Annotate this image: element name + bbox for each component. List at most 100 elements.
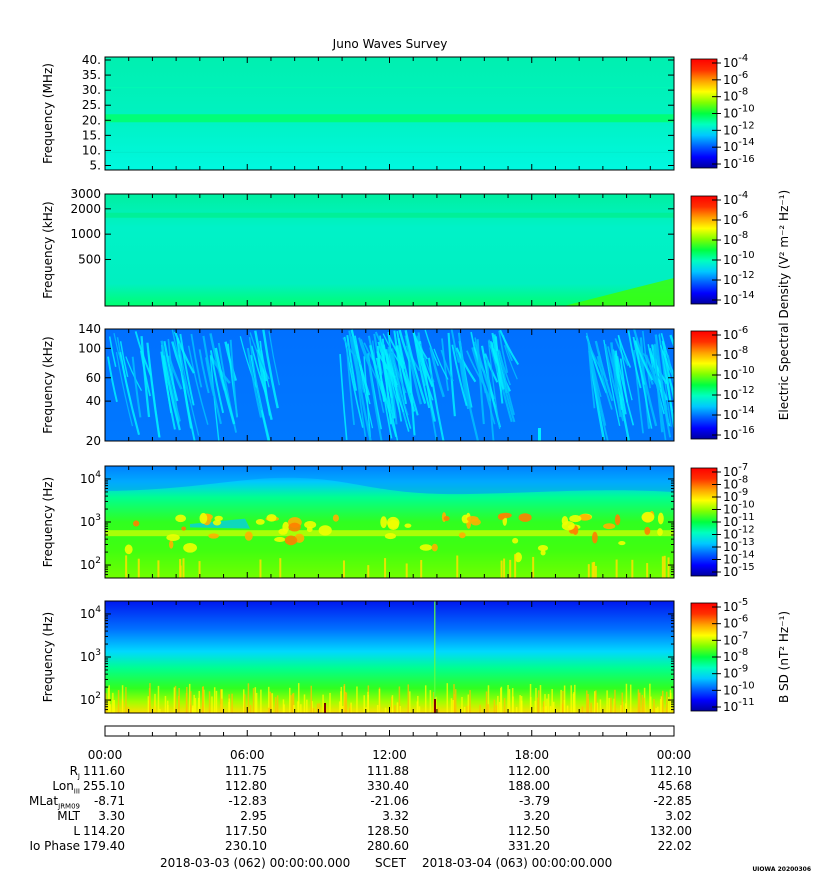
ephemeris-value: 230.10	[225, 839, 267, 853]
wave-intensity-spike	[545, 706, 547, 713]
wave-intensity-spike	[515, 707, 518, 713]
wave-intensity-spike	[154, 693, 156, 713]
y-tick-label: 40	[86, 394, 101, 408]
radio-burst-streak	[119, 341, 129, 378]
wave-intensity-spike	[363, 695, 365, 713]
radio-burst-streak	[429, 347, 445, 398]
radio-burst-streak	[209, 350, 225, 414]
wave-intensity-spike	[405, 563, 408, 578]
radio-burst-streak	[108, 336, 117, 367]
radio-burst-streak	[441, 338, 449, 391]
wave-intensity-spike	[306, 699, 308, 713]
wave-intensity-spike	[500, 688, 502, 713]
wave-intensity-spike	[563, 700, 566, 713]
y-axis-label: Frequency (Hz)	[41, 612, 55, 703]
colorbar-tick-label: 10-4	[723, 190, 748, 207]
radio-burst-streak	[654, 334, 670, 424]
radio-burst-streak	[450, 329, 460, 363]
colorbar-tick-label: 10-11	[723, 512, 755, 529]
wave-intensity-spike	[270, 693, 273, 713]
time-axis-label: 12:00	[372, 748, 407, 762]
colorbar-tick-label: 10-12	[723, 385, 755, 402]
radio-burst-streak	[412, 331, 434, 388]
wave-intensity-spike	[252, 688, 255, 713]
wave-intensity-spike	[215, 690, 218, 713]
wave-intensity-spike	[228, 698, 231, 713]
ephemeris-label: Io Phase	[29, 839, 80, 853]
wave-intensity-spike	[185, 693, 188, 713]
wave-intensity-spike	[468, 704, 470, 713]
radio-burst-streak	[363, 356, 372, 438]
radio-burst-streak	[498, 330, 509, 374]
wave-intensity-spike	[615, 559, 618, 578]
colorbar-tick-label: 10-12	[723, 270, 755, 287]
wave-intensity-spike	[503, 558, 506, 578]
wave-intensity-blob	[518, 513, 532, 522]
wave-intensity-spike	[137, 558, 140, 578]
low-frequency-enhancement	[564, 278, 674, 306]
wave-intensity-spike	[570, 685, 572, 713]
ephemeris-value: -12.83	[228, 794, 267, 808]
wave-intensity-spike	[595, 690, 597, 713]
ephemeris-row: RJ 111.60 111.75 111.88 112.00 112.10	[0, 764, 815, 780]
colorbar-tick-label: 10-6	[723, 325, 748, 342]
wave-intensity-spike	[367, 691, 369, 713]
radio-burst-streak	[224, 341, 238, 381]
wave-intensity-spike	[546, 698, 548, 713]
radio-burst-streak	[178, 343, 200, 436]
wave-intensity-spike	[213, 687, 216, 713]
y-tick-label: 3000	[70, 187, 101, 201]
y-tick-label: 35.	[82, 68, 101, 82]
radio-burst-streak	[633, 349, 644, 434]
radio-burst-streak	[246, 347, 263, 418]
wave-intensity-spike	[267, 686, 270, 713]
wave-intensity-spike	[343, 684, 346, 713]
wave-intensity-spike	[655, 708, 657, 713]
radio-burst-streak	[447, 332, 456, 417]
wave-intensity-spike	[125, 687, 127, 713]
radio-burst-streak	[585, 332, 602, 398]
radio-burst-streak	[495, 350, 516, 423]
wave-intensity-spike	[391, 708, 394, 713]
colorbar-tick-label: 10-10	[723, 500, 755, 517]
ephemeris-value: 132.00	[650, 824, 692, 838]
time-axis-label: 00:00	[87, 748, 123, 762]
radio-burst-streak	[171, 329, 192, 404]
wave-intensity-blob	[199, 512, 208, 524]
ephemeris-value: 112.50	[508, 824, 550, 838]
wave-intensity-spike	[247, 683, 250, 713]
wave-intensity-spike	[260, 689, 262, 713]
colorbar-tick-label: 10-14	[723, 137, 755, 154]
wave-intensity-spike	[646, 563, 649, 578]
wave-intensity-spike	[596, 702, 599, 713]
wave-intensity-blob	[561, 521, 575, 531]
radio-burst-streak	[163, 341, 179, 402]
wave-intensity-blob	[603, 523, 616, 530]
wave-intensity-spike	[396, 702, 399, 713]
radio-burst-streak	[610, 342, 622, 418]
wave-intensity-spike	[290, 695, 292, 713]
wave-intensity-spike	[511, 688, 514, 713]
radio-burst-streak	[538, 428, 541, 441]
spectrogram-texture	[105, 601, 672, 713]
y-tick-label: 500	[78, 252, 101, 266]
wave-intensity-spike	[614, 689, 616, 713]
wave-intensity-spike	[661, 690, 664, 713]
wave-intensity-spike	[497, 695, 499, 713]
spectrogram-background	[105, 194, 674, 306]
wave-intensity-spike	[433, 691, 435, 713]
wave-intensity-spike	[289, 687, 291, 713]
wave-intensity-spike	[316, 703, 319, 713]
wave-intensity-spike	[551, 688, 553, 713]
wave-intensity-spike	[463, 706, 466, 713]
wave-intensity-spike	[157, 560, 160, 578]
wave-intensity-spike	[529, 697, 532, 713]
wave-intensity-spike	[311, 701, 313, 713]
wave-intensity-spike	[566, 705, 569, 713]
wave-intensity-blob	[166, 534, 180, 542]
ephemeris-value: 111.60	[83, 764, 125, 778]
wave-intensity-blob	[384, 532, 396, 540]
wave-intensity-spike	[452, 700, 454, 713]
wave-intensity-spike	[194, 698, 197, 713]
